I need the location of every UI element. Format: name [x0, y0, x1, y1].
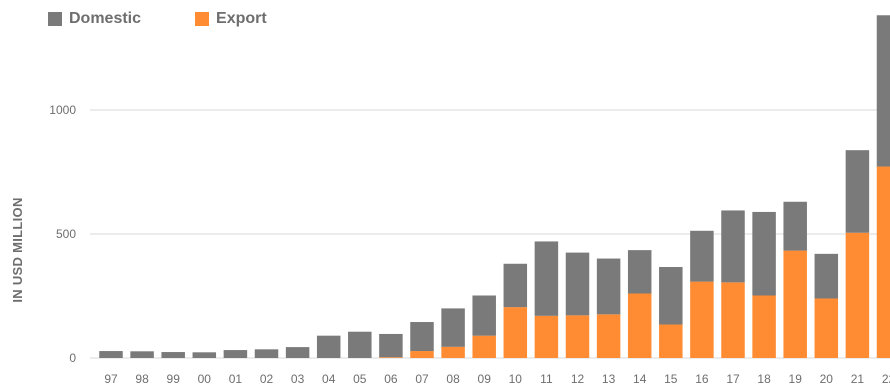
x-tick-label: 15 — [664, 372, 678, 386]
bar-export-11 — [534, 315, 559, 358]
bar-domestic-19 — [783, 201, 807, 251]
bar-domestic-06 — [379, 333, 403, 358]
bar-export-13 — [596, 314, 621, 358]
bar-domestic-00 — [192, 352, 217, 358]
bar-export-10 — [503, 307, 528, 358]
legend-swatch-domestic — [48, 12, 62, 26]
bar-domestic-22 — [876, 15, 890, 167]
x-tick-label: 09 — [478, 372, 492, 386]
x-tick-label: 05 — [353, 372, 367, 386]
bar-export-07 — [410, 351, 434, 358]
y-tick-label: 1000 — [49, 103, 76, 117]
legend-item-domestic: Domestic — [48, 10, 141, 28]
bar-domestic-08 — [441, 308, 465, 347]
x-tick-label: 03 — [291, 372, 305, 386]
bars — [99, 15, 890, 358]
y-tick-label: 500 — [56, 227, 76, 241]
bar-domestic-21 — [845, 150, 870, 233]
x-tick-label: 04 — [322, 372, 336, 386]
y-axis-ticks: 0 500 1000 — [49, 103, 76, 365]
bar-domestic-04 — [316, 335, 341, 358]
bar-export-19 — [783, 250, 807, 358]
bar-domestic-02 — [254, 349, 279, 358]
x-tick-label: 11 — [540, 372, 553, 386]
bar-domestic-05 — [348, 331, 372, 358]
x-tick-label: 98 — [135, 372, 149, 386]
x-axis-ticks: 97 98 99 00 01 02 03 04 05 06 07 08 09 10 11 12 13 14 15 16… — [104, 372, 890, 386]
x-tick-label: 10 — [509, 372, 523, 386]
bar-domestic-10 — [503, 263, 528, 308]
legend-swatch-export — [195, 12, 210, 26]
bar-domestic-16 — [690, 230, 714, 282]
bar-domestic-97 — [99, 351, 123, 358]
chart-legend: Domestic Export — [48, 10, 321, 28]
bar-export-20 — [814, 298, 839, 358]
bar-domestic-20 — [814, 253, 839, 299]
bar-domestic-01 — [223, 350, 248, 358]
legend-label-domestic: Domestic — [69, 10, 142, 27]
y-tick-label: 0 — [69, 351, 76, 365]
bar-export-15 — [659, 324, 683, 358]
bar-export-12 — [565, 315, 590, 358]
x-tick-label: 97 — [104, 372, 118, 386]
y-axis-label: IN USD MILLION — [10, 197, 25, 302]
bar-export-06 — [379, 357, 403, 358]
x-tick-label: 13 — [602, 372, 616, 386]
bar-domestic-18 — [752, 211, 776, 296]
bar-domestic-17 — [721, 210, 745, 283]
legend-item-export: Export — [195, 10, 267, 28]
bar-export-14 — [627, 293, 652, 358]
bar-export-22 — [876, 166, 890, 358]
x-tick-label: 19 — [789, 372, 803, 386]
legend-label-export: Export — [216, 10, 267, 27]
bar-export-17 — [721, 282, 745, 358]
x-tick-label: 06 — [384, 372, 398, 386]
bar-domestic-14 — [627, 250, 652, 294]
x-tick-label: 17 — [726, 372, 740, 386]
bar-export-09 — [472, 335, 496, 358]
bar-export-21 — [845, 232, 870, 358]
bar-domestic-11 — [534, 241, 559, 316]
x-tick-label: 16 — [695, 372, 709, 386]
bar-export-08 — [441, 346, 465, 358]
x-tick-label: 22 — [882, 372, 890, 386]
x-tick-label: 00 — [198, 372, 212, 386]
x-tick-label: 99 — [167, 372, 181, 386]
x-tick-label: 02 — [260, 372, 274, 386]
bar-domestic-09 — [472, 295, 496, 336]
bar-domestic-03 — [285, 347, 310, 358]
bar-domestic-13 — [596, 258, 621, 315]
x-tick-label: 08 — [446, 372, 460, 386]
x-tick-label: 20 — [820, 372, 834, 386]
x-tick-label: 14 — [633, 372, 647, 386]
x-tick-label: 01 — [229, 372, 243, 386]
x-tick-label: 12 — [571, 372, 585, 386]
bar-export-18 — [752, 295, 776, 358]
bar-domestic-99 — [161, 352, 185, 358]
bar-export-16 — [690, 281, 714, 358]
x-tick-label: 18 — [757, 372, 771, 386]
bar-domestic-15 — [659, 266, 683, 325]
x-tick-label: 21 — [851, 372, 865, 386]
bar-domestic-98 — [130, 351, 154, 358]
bar-domestic-12 — [565, 252, 590, 316]
x-tick-label: 07 — [415, 372, 429, 386]
bar-domestic-07 — [410, 322, 434, 352]
